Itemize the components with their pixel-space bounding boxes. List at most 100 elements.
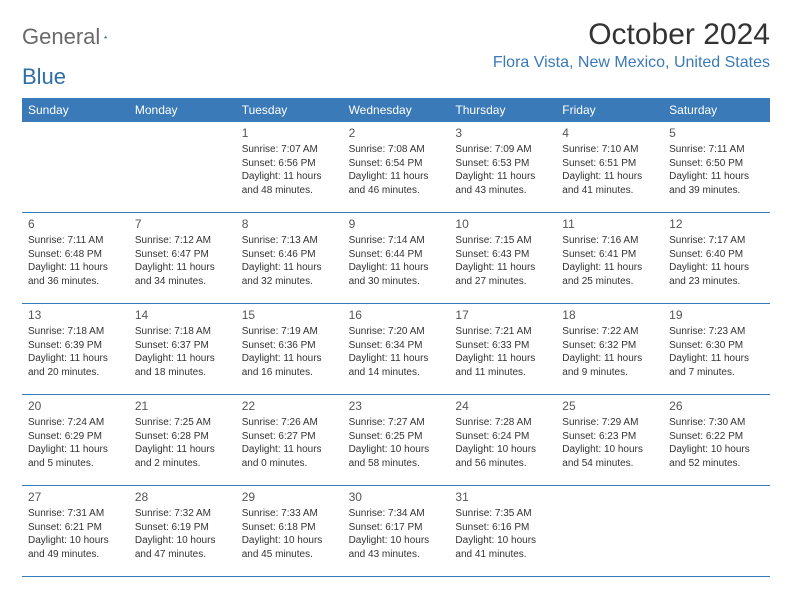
daylight-text: Daylight: 10 hours and 49 minutes. bbox=[28, 534, 123, 561]
day-number: 13 bbox=[28, 307, 123, 323]
sunset-text: Sunset: 6:32 PM bbox=[562, 339, 657, 353]
day-number: 24 bbox=[455, 398, 550, 414]
day-number: 2 bbox=[349, 125, 444, 141]
day-number: 10 bbox=[455, 216, 550, 232]
calendar-day bbox=[556, 486, 663, 576]
day-number: 7 bbox=[135, 216, 230, 232]
daylight-text: Daylight: 11 hours and 11 minutes. bbox=[455, 352, 550, 379]
day-number: 17 bbox=[455, 307, 550, 323]
sunrise-text: Sunrise: 7:26 AM bbox=[242, 416, 337, 430]
daylight-text: Daylight: 11 hours and 30 minutes. bbox=[349, 261, 444, 288]
sunset-text: Sunset: 6:56 PM bbox=[242, 157, 337, 171]
sunset-text: Sunset: 6:25 PM bbox=[349, 430, 444, 444]
day-number: 3 bbox=[455, 125, 550, 141]
daylight-text: Daylight: 10 hours and 43 minutes. bbox=[349, 534, 444, 561]
day-number: 5 bbox=[669, 125, 764, 141]
sunrise-text: Sunrise: 7:22 AM bbox=[562, 325, 657, 339]
sunrise-text: Sunrise: 7:31 AM bbox=[28, 507, 123, 521]
sunrise-text: Sunrise: 7:14 AM bbox=[349, 234, 444, 248]
sunset-text: Sunset: 6:47 PM bbox=[135, 248, 230, 262]
logo-text-blue: Blue bbox=[22, 64, 66, 90]
calendar-day: 28Sunrise: 7:32 AMSunset: 6:19 PMDayligh… bbox=[129, 486, 236, 576]
calendar-day: 7 Sunrise: 7:12 AMSunset: 6:47 PMDaylight… bbox=[129, 213, 236, 303]
sunset-text: Sunset: 6:24 PM bbox=[455, 430, 550, 444]
sunrise-text: Sunrise: 7:12 AM bbox=[135, 234, 230, 248]
daylight-text: Daylight: 11 hours and 41 minutes. bbox=[562, 170, 657, 197]
daylight-text: Daylight: 11 hours and 32 minutes. bbox=[242, 261, 337, 288]
daylight-text: Daylight: 11 hours and 39 minutes. bbox=[669, 170, 764, 197]
sunrise-text: Sunrise: 7:10 AM bbox=[562, 143, 657, 157]
sunrise-text: Sunrise: 7:29 AM bbox=[562, 416, 657, 430]
daylight-text: Daylight: 11 hours and 16 minutes. bbox=[242, 352, 337, 379]
sunrise-text: Sunrise: 7:11 AM bbox=[28, 234, 123, 248]
calendar-day: 16Sunrise: 7:20 AMSunset: 6:34 PMDayligh… bbox=[343, 304, 450, 394]
sunrise-text: Sunrise: 7:21 AM bbox=[455, 325, 550, 339]
day-number: 20 bbox=[28, 398, 123, 414]
day-number: 8 bbox=[242, 216, 337, 232]
calendar-week: 20Sunrise: 7:24 AMSunset: 6:29 PMDayligh… bbox=[22, 394, 770, 485]
weekday-header: Friday bbox=[556, 98, 663, 122]
day-number: 22 bbox=[242, 398, 337, 414]
weekday-header: Thursday bbox=[449, 98, 556, 122]
daylight-text: Daylight: 11 hours and 0 minutes. bbox=[242, 443, 337, 470]
daylight-text: Daylight: 10 hours and 52 minutes. bbox=[669, 443, 764, 470]
calendar-day: 18Sunrise: 7:22 AMSunset: 6:32 PMDayligh… bbox=[556, 304, 663, 394]
daylight-text: Daylight: 11 hours and 25 minutes. bbox=[562, 261, 657, 288]
sunset-text: Sunset: 6:21 PM bbox=[28, 521, 123, 535]
sunset-text: Sunset: 6:34 PM bbox=[349, 339, 444, 353]
calendar-day: 22Sunrise: 7:26 AMSunset: 6:27 PMDayligh… bbox=[236, 395, 343, 485]
day-number: 6 bbox=[28, 216, 123, 232]
calendar-week: 6Sunrise: 7:11 AMSunset: 6:48 PMDaylight… bbox=[22, 212, 770, 303]
daylight-text: Daylight: 11 hours and 14 minutes. bbox=[349, 352, 444, 379]
calendar-day: 6Sunrise: 7:11 AMSunset: 6:48 PMDaylight… bbox=[22, 213, 129, 303]
sunrise-text: Sunrise: 7:32 AM bbox=[135, 507, 230, 521]
calendar-day: 25Sunrise: 7:29 AMSunset: 6:23 PMDayligh… bbox=[556, 395, 663, 485]
month-title: October 2024 bbox=[493, 18, 770, 52]
location-text: Flora Vista, New Mexico, United States bbox=[493, 54, 770, 72]
daylight-text: Daylight: 11 hours and 20 minutes. bbox=[28, 352, 123, 379]
day-number: 25 bbox=[562, 398, 657, 414]
calendar-day: 3Sunrise: 7:09 AMSunset: 6:53 PMDaylight… bbox=[449, 122, 556, 212]
day-number: 12 bbox=[669, 216, 764, 232]
daylight-text: Daylight: 11 hours and 9 minutes. bbox=[562, 352, 657, 379]
calendar-day: 5Sunrise: 7:11 AMSunset: 6:50 PMDaylight… bbox=[663, 122, 770, 212]
day-number: 4 bbox=[562, 125, 657, 141]
calendar-day: 29Sunrise: 7:33 AMSunset: 6:18 PMDayligh… bbox=[236, 486, 343, 576]
sunset-text: Sunset: 6:22 PM bbox=[669, 430, 764, 444]
calendar-day: 13Sunrise: 7:18 AMSunset: 6:39 PMDayligh… bbox=[22, 304, 129, 394]
day-number: 9 bbox=[349, 216, 444, 232]
sunrise-text: Sunrise: 7:16 AM bbox=[562, 234, 657, 248]
daylight-text: Daylight: 11 hours and 43 minutes. bbox=[455, 170, 550, 197]
day-number: 26 bbox=[669, 398, 764, 414]
daylight-text: Daylight: 10 hours and 41 minutes. bbox=[455, 534, 550, 561]
calendar: Sunday Monday Tuesday Wednesday Thursday… bbox=[22, 98, 770, 577]
day-number: 21 bbox=[135, 398, 230, 414]
calendar-day: 2Sunrise: 7:08 AMSunset: 6:54 PMDaylight… bbox=[343, 122, 450, 212]
calendar-day: 9Sunrise: 7:14 AMSunset: 6:44 PMDaylight… bbox=[343, 213, 450, 303]
sunrise-text: Sunrise: 7:35 AM bbox=[455, 507, 550, 521]
daylight-text: Daylight: 11 hours and 23 minutes. bbox=[669, 261, 764, 288]
sunset-text: Sunset: 6:19 PM bbox=[135, 521, 230, 535]
day-number: 27 bbox=[28, 489, 123, 505]
calendar-day: 15Sunrise: 7:19 AMSunset: 6:36 PMDayligh… bbox=[236, 304, 343, 394]
sunrise-text: Sunrise: 7:09 AM bbox=[455, 143, 550, 157]
day-number: 1 bbox=[242, 125, 337, 141]
calendar-day: 10Sunrise: 7:15 AMSunset: 6:43 PMDayligh… bbox=[449, 213, 556, 303]
daylight-text: Daylight: 11 hours and 7 minutes. bbox=[669, 352, 764, 379]
daylight-text: Daylight: 11 hours and 34 minutes. bbox=[135, 261, 230, 288]
logo: General bbox=[22, 18, 128, 50]
calendar-day: 31Sunrise: 7:35 AMSunset: 6:16 PMDayligh… bbox=[449, 486, 556, 576]
sunset-text: Sunset: 6:29 PM bbox=[28, 430, 123, 444]
daylight-text: Daylight: 10 hours and 54 minutes. bbox=[562, 443, 657, 470]
sunrise-text: Sunrise: 7:23 AM bbox=[669, 325, 764, 339]
sunrise-text: Sunrise: 7:18 AM bbox=[28, 325, 123, 339]
daylight-text: Daylight: 11 hours and 46 minutes. bbox=[349, 170, 444, 197]
calendar-day bbox=[22, 122, 129, 212]
calendar-day bbox=[129, 122, 236, 212]
daylight-text: Daylight: 11 hours and 48 minutes. bbox=[242, 170, 337, 197]
day-number: 14 bbox=[135, 307, 230, 323]
weekday-header: Tuesday bbox=[236, 98, 343, 122]
calendar-day: 23Sunrise: 7:27 AMSunset: 6:25 PMDayligh… bbox=[343, 395, 450, 485]
daylight-text: Daylight: 11 hours and 27 minutes. bbox=[455, 261, 550, 288]
day-number: 11 bbox=[562, 216, 657, 232]
